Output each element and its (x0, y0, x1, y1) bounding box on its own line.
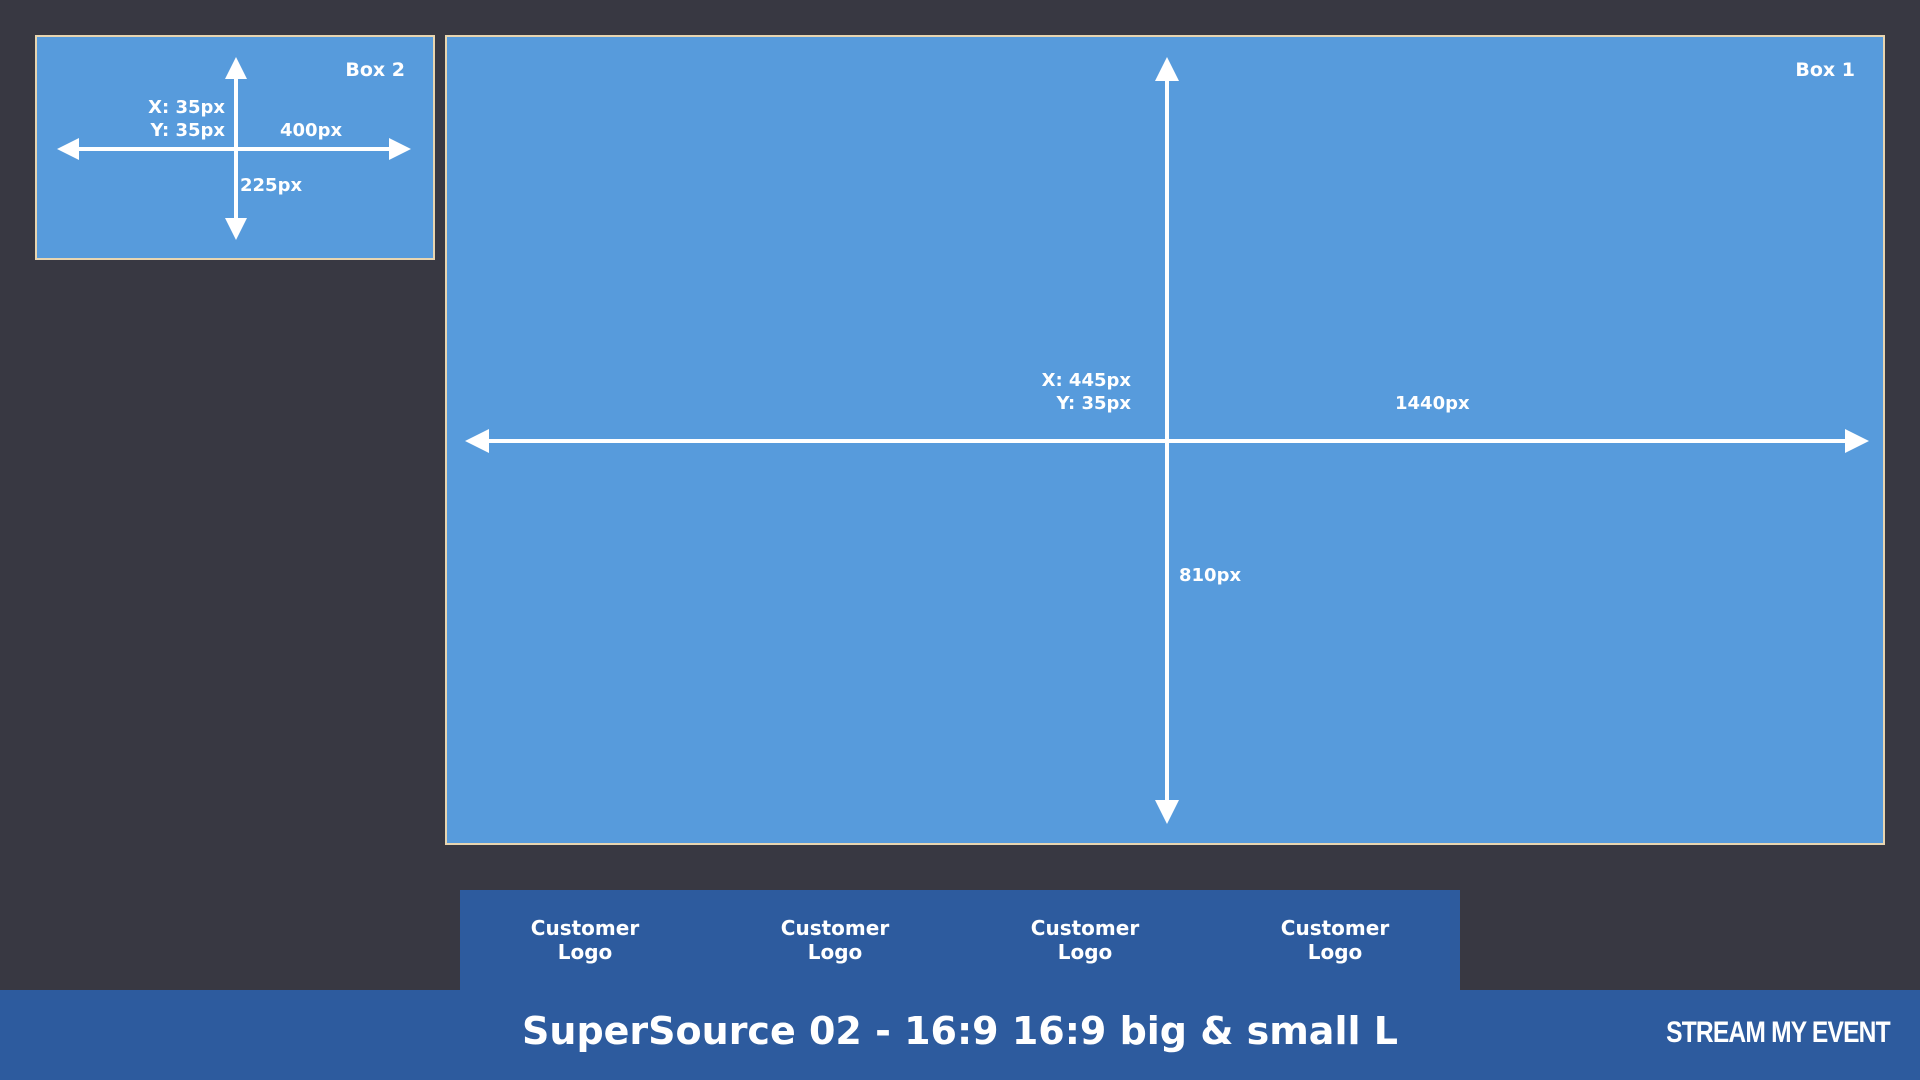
top-arrowhead (225, 57, 247, 79)
customer-logo-strip: Customer Logo Customer Logo Customer Log… (460, 890, 1460, 990)
box-2-arrows (57, 57, 411, 240)
box-1-x-label: X: 445px (1041, 370, 1131, 391)
right-arrowhead (1845, 429, 1869, 453)
box-1-arrows (465, 57, 1869, 824)
footer-bar: SuperSource 02 - 16:9 16:9 big & small L… (0, 990, 1920, 1080)
customer-logo-1: Customer Logo (530, 916, 640, 964)
left-arrowhead (57, 138, 79, 160)
box-2-title: Box 2 (345, 59, 405, 81)
customer-logo-3: Customer Logo (1030, 916, 1140, 964)
box-1-width-label: 1440px (1395, 393, 1470, 414)
customer-logo-2: Customer Logo (780, 916, 890, 964)
box-2-x-label: X: 35px (148, 97, 225, 118)
box-2-y-label: Y: 35px (150, 120, 225, 141)
footer-title: SuperSource 02 - 16:9 16:9 big & small L (522, 1009, 1398, 1053)
box-1-height-label: 810px (1179, 565, 1242, 586)
bottom-arrowhead (225, 218, 247, 240)
box-2: Box 2 X: 35px Y: 35px 400px 225px (35, 35, 435, 260)
box-2-height-label: 225px (240, 175, 303, 196)
brand-logo: STREAM MY EVENT (1666, 1016, 1891, 1049)
box-1: Box 1 X: 445px Y: 35px 1440px 810px (445, 35, 1885, 845)
top-arrowhead (1155, 57, 1179, 81)
left-arrowhead (465, 429, 489, 453)
box-1-y-label: Y: 35px (1056, 393, 1131, 414)
bottom-arrowhead (1155, 800, 1179, 824)
box-1-title: Box 1 (1795, 59, 1855, 81)
box-2-width-label: 400px (280, 120, 343, 141)
right-arrowhead (389, 138, 411, 160)
customer-logo-4: Customer Logo (1280, 916, 1390, 964)
